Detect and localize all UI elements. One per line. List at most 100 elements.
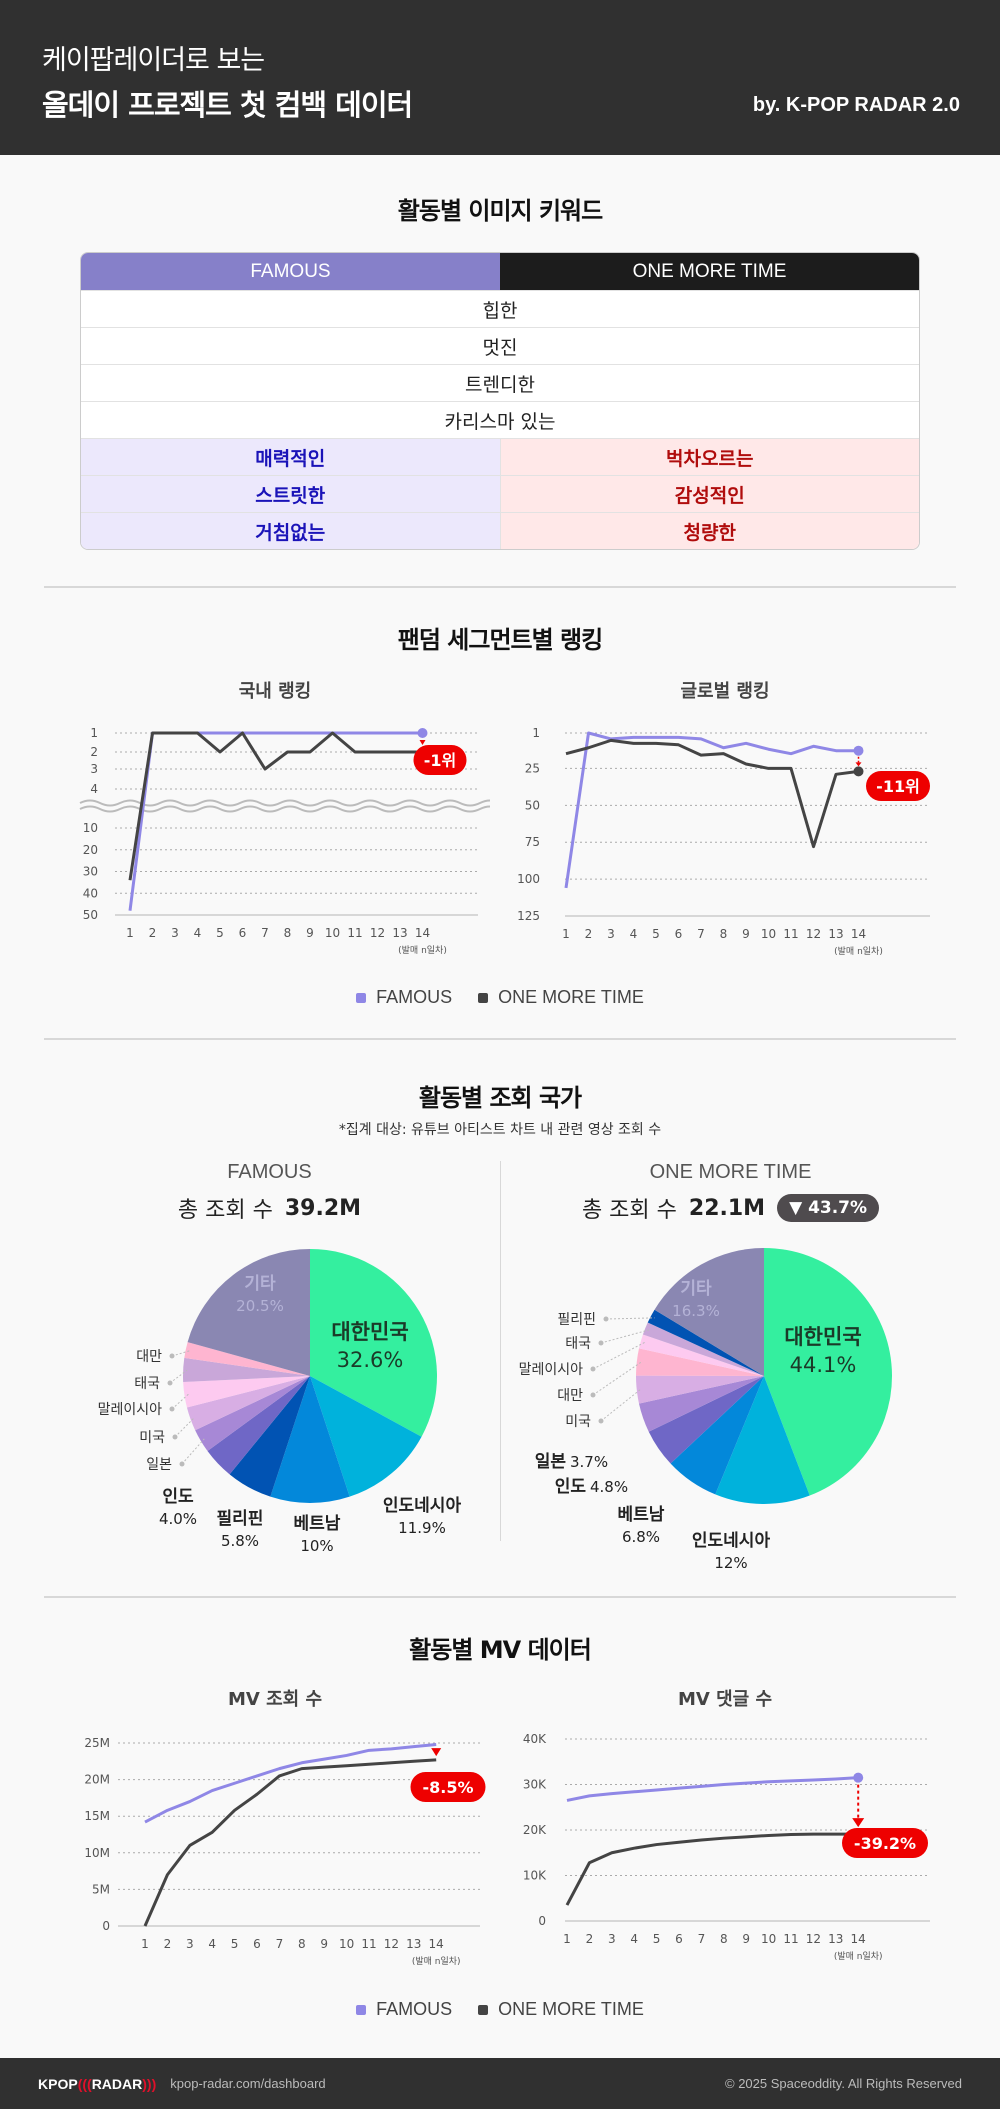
svg-text:8: 8 <box>284 926 292 940</box>
svg-text:40: 40 <box>83 886 98 900</box>
svg-text:12%: 12% <box>714 1554 747 1572</box>
section-divider <box>44 1596 956 1598</box>
svg-text:대만: 대만 <box>557 1388 583 1404</box>
svg-text:14: 14 <box>415 926 430 940</box>
omt-pie-panel: ONE MORE TIME 총 조회 수 22.1M ▼ 43.7% 대한민국 4… <box>501 1161 961 1578</box>
svg-text:9: 9 <box>320 1937 328 1951</box>
header-title: 올데이 프로젝트 첫 컴백 데이터 <box>42 88 413 122</box>
header-byline: by. K-POP RADAR 2.0 <box>752 94 960 116</box>
svg-text:4: 4 <box>208 1937 216 1951</box>
svg-text:44.1%: 44.1% <box>789 1353 856 1377</box>
svg-text:미국: 미국 <box>139 1430 165 1446</box>
svg-text:기타: 기타 <box>680 1279 712 1299</box>
svg-text:12: 12 <box>370 926 385 940</box>
svg-text:2: 2 <box>90 745 98 759</box>
keyword-famous: 거침없는 <box>81 513 501 549</box>
mv-comments-chart: MV 댓글 수 0 10K 20K 30K 40K -39.2% 1 2 3 4 5 6 7 8 9 10 11… <box>510 1685 940 1975</box>
svg-text:3: 3 <box>90 762 98 776</box>
svg-text:4: 4 <box>194 926 202 940</box>
svg-text:12: 12 <box>806 1932 821 1946</box>
mv-section-title: 활동별 MV 데이터 <box>409 1636 592 1664</box>
svg-text:일본: 일본 <box>534 1452 566 1472</box>
svg-text:(발매 n일차): (발매 n일차) <box>412 1955 461 1967</box>
svg-text:11: 11 <box>347 926 362 940</box>
mv-views-chart: MV 조회 수 0 5M 10M 15M 20M 25M -8.5% 1 2 3 4 5 6 7 8 9 10 1… <box>60 1685 490 1975</box>
famous-pie-chart: 대한민국 32.6% 기타 20.5% 인도네시아 11.9% 베트남 10% 필리핀 5.8% 인… <box>97 1249 461 1555</box>
svg-text:7: 7 <box>261 926 269 940</box>
svg-text:125: 125 <box>517 909 540 923</box>
svg-text:30K: 30K <box>523 1778 547 1792</box>
svg-text:4: 4 <box>630 1932 638 1946</box>
omt-pie-chart: 대한민국 44.1% 기타 16.3% 인도네시아 12% 베트남 6.8% 인도 4.8% 일본 3… <box>518 1248 892 1572</box>
svg-text:5: 5 <box>653 1932 661 1946</box>
svg-text:3.7%: 3.7% <box>570 1453 608 1471</box>
svg-text:인도: 인도 <box>554 1477 586 1497</box>
svg-text:5: 5 <box>652 927 660 941</box>
keyword-split-row: 거침없는 청량한 <box>81 512 919 549</box>
keyword-split-row: 스트릿한 감성적인 <box>81 475 919 512</box>
svg-text:10: 10 <box>339 1937 354 1951</box>
svg-text:태국: 태국 <box>565 1336 591 1352</box>
legend-swatch-famous <box>356 992 367 1003</box>
svg-text:12: 12 <box>806 927 821 941</box>
change-badge: ▼ 43.7% <box>777 1194 880 1222</box>
keyword-col-omt: ONE MORE TIME <box>500 253 919 290</box>
legend-item-omt: ONE MORE TIME <box>478 1999 644 2020</box>
pie-charts-row: FAMOUS 총 조회 수 39.2M 대한민국 32.6% 기타 20.5% 인도네시… <box>0 1161 1000 1578</box>
svg-text:6: 6 <box>675 1932 683 1946</box>
svg-text:0: 0 <box>102 1919 110 1933</box>
svg-text:100: 100 <box>517 872 540 886</box>
svg-text:대한민국: 대한민국 <box>331 1320 408 1344</box>
svg-text:15M: 15M <box>84 1809 110 1823</box>
svg-text:0: 0 <box>538 1914 546 1928</box>
svg-text:11: 11 <box>783 927 798 941</box>
svg-text:20: 20 <box>83 843 98 857</box>
legend-swatch-famous <box>356 2004 367 2015</box>
svg-text:-39.2%: -39.2% <box>854 1834 916 1853</box>
footer-url-link[interactable]: kpop-radar.com/dashboard <box>170 2076 326 2091</box>
legend-swatch-omt <box>478 2004 489 2015</box>
pie-total-value: 22.1M <box>688 1195 766 1221</box>
svg-text:대만: 대만 <box>136 1349 162 1365</box>
page-header: 케이팝레이더로 보는 올데이 프로젝트 첫 컴백 데이터 by. K-POP R… <box>0 0 1000 155</box>
chart-title: MV 조회 수 <box>227 1689 323 1710</box>
chart-title: MV 댓글 수 <box>677 1689 773 1710</box>
svg-text:25M: 25M <box>84 1736 110 1750</box>
keyword-col-famous: FAMOUS <box>81 253 500 290</box>
svg-text:13: 13 <box>828 1932 843 1946</box>
svg-text:-1위: -1위 <box>424 751 457 770</box>
svg-text:20K: 20K <box>523 1823 547 1837</box>
svg-text:1: 1 <box>126 926 134 940</box>
svg-text:인도네시아: 인도네시아 <box>382 1496 461 1516</box>
svg-text:25: 25 <box>525 761 540 775</box>
svg-text:2: 2 <box>585 927 593 941</box>
legend-swatch-omt <box>478 992 489 1003</box>
svg-text:4: 4 <box>90 782 98 796</box>
svg-text:2: 2 <box>164 1937 172 1951</box>
legend-item-famous: FAMOUS <box>356 987 452 1008</box>
svg-text:50: 50 <box>525 798 540 812</box>
svg-text:7: 7 <box>698 1932 706 1946</box>
svg-text:말레이시아: 말레이시아 <box>518 1362 583 1378</box>
svg-text:4.8%: 4.8% <box>590 1478 628 1496</box>
svg-text:인도: 인도 <box>162 1487 194 1507</box>
svg-text:-11위: -11위 <box>876 777 920 796</box>
kpop-radar-logo[interactable]: KPOP(((RADAR))) <box>38 2075 157 2092</box>
svg-text:일본: 일본 <box>146 1457 172 1473</box>
svg-text:11.9%: 11.9% <box>398 1519 446 1537</box>
svg-text:12: 12 <box>384 1937 399 1951</box>
svg-text:8: 8 <box>298 1937 306 1951</box>
svg-text:6: 6 <box>239 926 247 940</box>
svg-text:16.3%: 16.3% <box>672 1302 720 1320</box>
famous-pie-panel: FAMOUS 총 조회 수 39.2M 대한민국 32.6% 기타 20.5% 인도네시… <box>40 1161 500 1578</box>
svg-text:기타: 기타 <box>244 1274 276 1294</box>
keywords-section-title: 활동별 이미지 키워드 <box>397 197 603 225</box>
header-subtitle: 케이팝레이더로 보는 <box>42 45 265 76</box>
svg-text:인도네시아: 인도네시아 <box>691 1531 770 1551</box>
keyword-shared-row: 트렌디한 <box>81 364 919 401</box>
pie-total: 총 조회 수 22.1M ▼ 43.7% <box>501 1192 961 1224</box>
svg-text:5.8%: 5.8% <box>220 1532 258 1550</box>
svg-text:10: 10 <box>761 927 776 941</box>
